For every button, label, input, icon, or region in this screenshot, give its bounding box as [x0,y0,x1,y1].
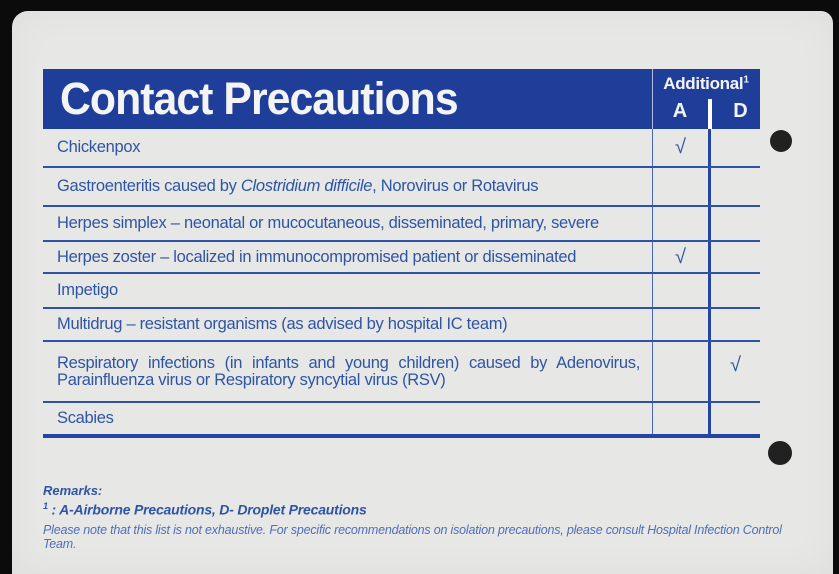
ad-column-divider [708,99,712,129]
column-d-header: D [733,99,748,122]
precautions-card: Contact Precautions Additional1 A D Chic… [12,11,833,574]
disease-text-species: Clostridium difficile [240,177,373,195]
disease-name: Multidrug – resistant organisms (as advi… [43,309,652,340]
table-row: Gastroenteritis caused by Clostridium di… [43,168,760,207]
column-a-header: A [672,99,688,122]
airborne-check-cell [652,168,708,205]
disease-text: Multidrug – resistant organisms (as advi… [57,315,508,333]
precautions-table: Chickenpox √ Gastroenteritis caused by C… [43,129,760,438]
disease-text-line1: Respiratory infections (in infants and y… [57,353,640,372]
disease-text: Chickenpox [57,138,141,156]
table-row: Respiratory infections (in infants and y… [43,342,760,403]
disease-text: Herpes simplex – neonatal or mucocutaneo… [57,214,599,232]
disease-name: Herpes simplex – neonatal or mucocutaneo… [43,207,652,240]
table-row: Multidrug – resistant organisms (as advi… [43,309,760,342]
disease-text: Herpes zoster – localized in immunocompr… [57,247,577,266]
airborne-check-cell: √ [652,242,708,272]
disease-text-post: , Norovirus or Rotavirus [372,177,539,195]
droplet-check-cell: √ [708,342,760,401]
disease-name: Gastroenteritis caused by Clostridium di… [43,168,652,205]
disease-text-line2: Parainfluenza virus or Respiratory syncy… [57,370,446,389]
droplet-check-cell [708,242,760,272]
airborne-check-cell [652,207,708,240]
table-row: Herpes zoster – localized in immunocompr… [43,242,760,274]
table-row: Herpes simplex – neonatal or mucocutaneo… [43,207,760,242]
hole-punch-top [770,130,792,152]
additional-label: Additional1 [652,74,760,94]
disease-text-pre: Gastroenteritis caused by [57,177,241,195]
airborne-check-cell [652,309,708,340]
table-row: Impetigo [43,274,760,309]
card-header: Contact Precautions Additional1 A D [43,69,760,129]
additional-columns-header: Additional1 A D [652,69,760,129]
disease-name: Impetigo [43,274,652,307]
airborne-check-cell: √ [652,129,708,166]
remarks-label: Remarks: [43,483,103,498]
page-title: Contact Precautions [60,73,459,124]
droplet-check-cell [708,168,760,205]
airborne-check-cell [652,342,708,401]
ad-subheader-row: A D [652,97,760,129]
droplet-check-cell [708,129,760,166]
footnote-legend: 1 : A-Airborne Precautions, D- Droplet P… [43,501,803,518]
footnote-marker: 1 [43,501,48,511]
header-column-divider [652,69,653,129]
droplet-check-cell [708,403,760,434]
droplet-check-cell [708,309,760,340]
disease-text: Impetigo [57,281,118,299]
droplet-check-cell [708,274,760,307]
disease-name: Herpes zoster – localized in immunocompr… [43,242,652,272]
table-row: Chickenpox √ [43,129,760,168]
footnote-text: : A-Airborne Precautions, D- Droplet Pre… [47,501,367,518]
disclaimer-note: Please note that this list is not exhaus… [43,522,782,551]
disease-text: Gastroenteritis caused by Clostridium di… [57,178,640,195]
airborne-check-cell [652,274,708,307]
droplet-check-cell [708,207,760,240]
disease-name: Chickenpox [43,129,652,166]
airborne-check-cell [652,403,708,434]
hole-punch-bottom [768,441,792,465]
disease-name: Scabies [43,403,652,434]
additional-footnote-marker: 1 [743,74,749,86]
remarks-footer: Remarks: 1 : A-Airborne Precautions, D- … [43,483,803,551]
table-row: Scabies [43,403,760,438]
disease-name: Respiratory infections (in infants and y… [43,342,652,401]
additional-label-text: Additional [663,74,744,93]
disease-text: Scabies [57,409,114,427]
